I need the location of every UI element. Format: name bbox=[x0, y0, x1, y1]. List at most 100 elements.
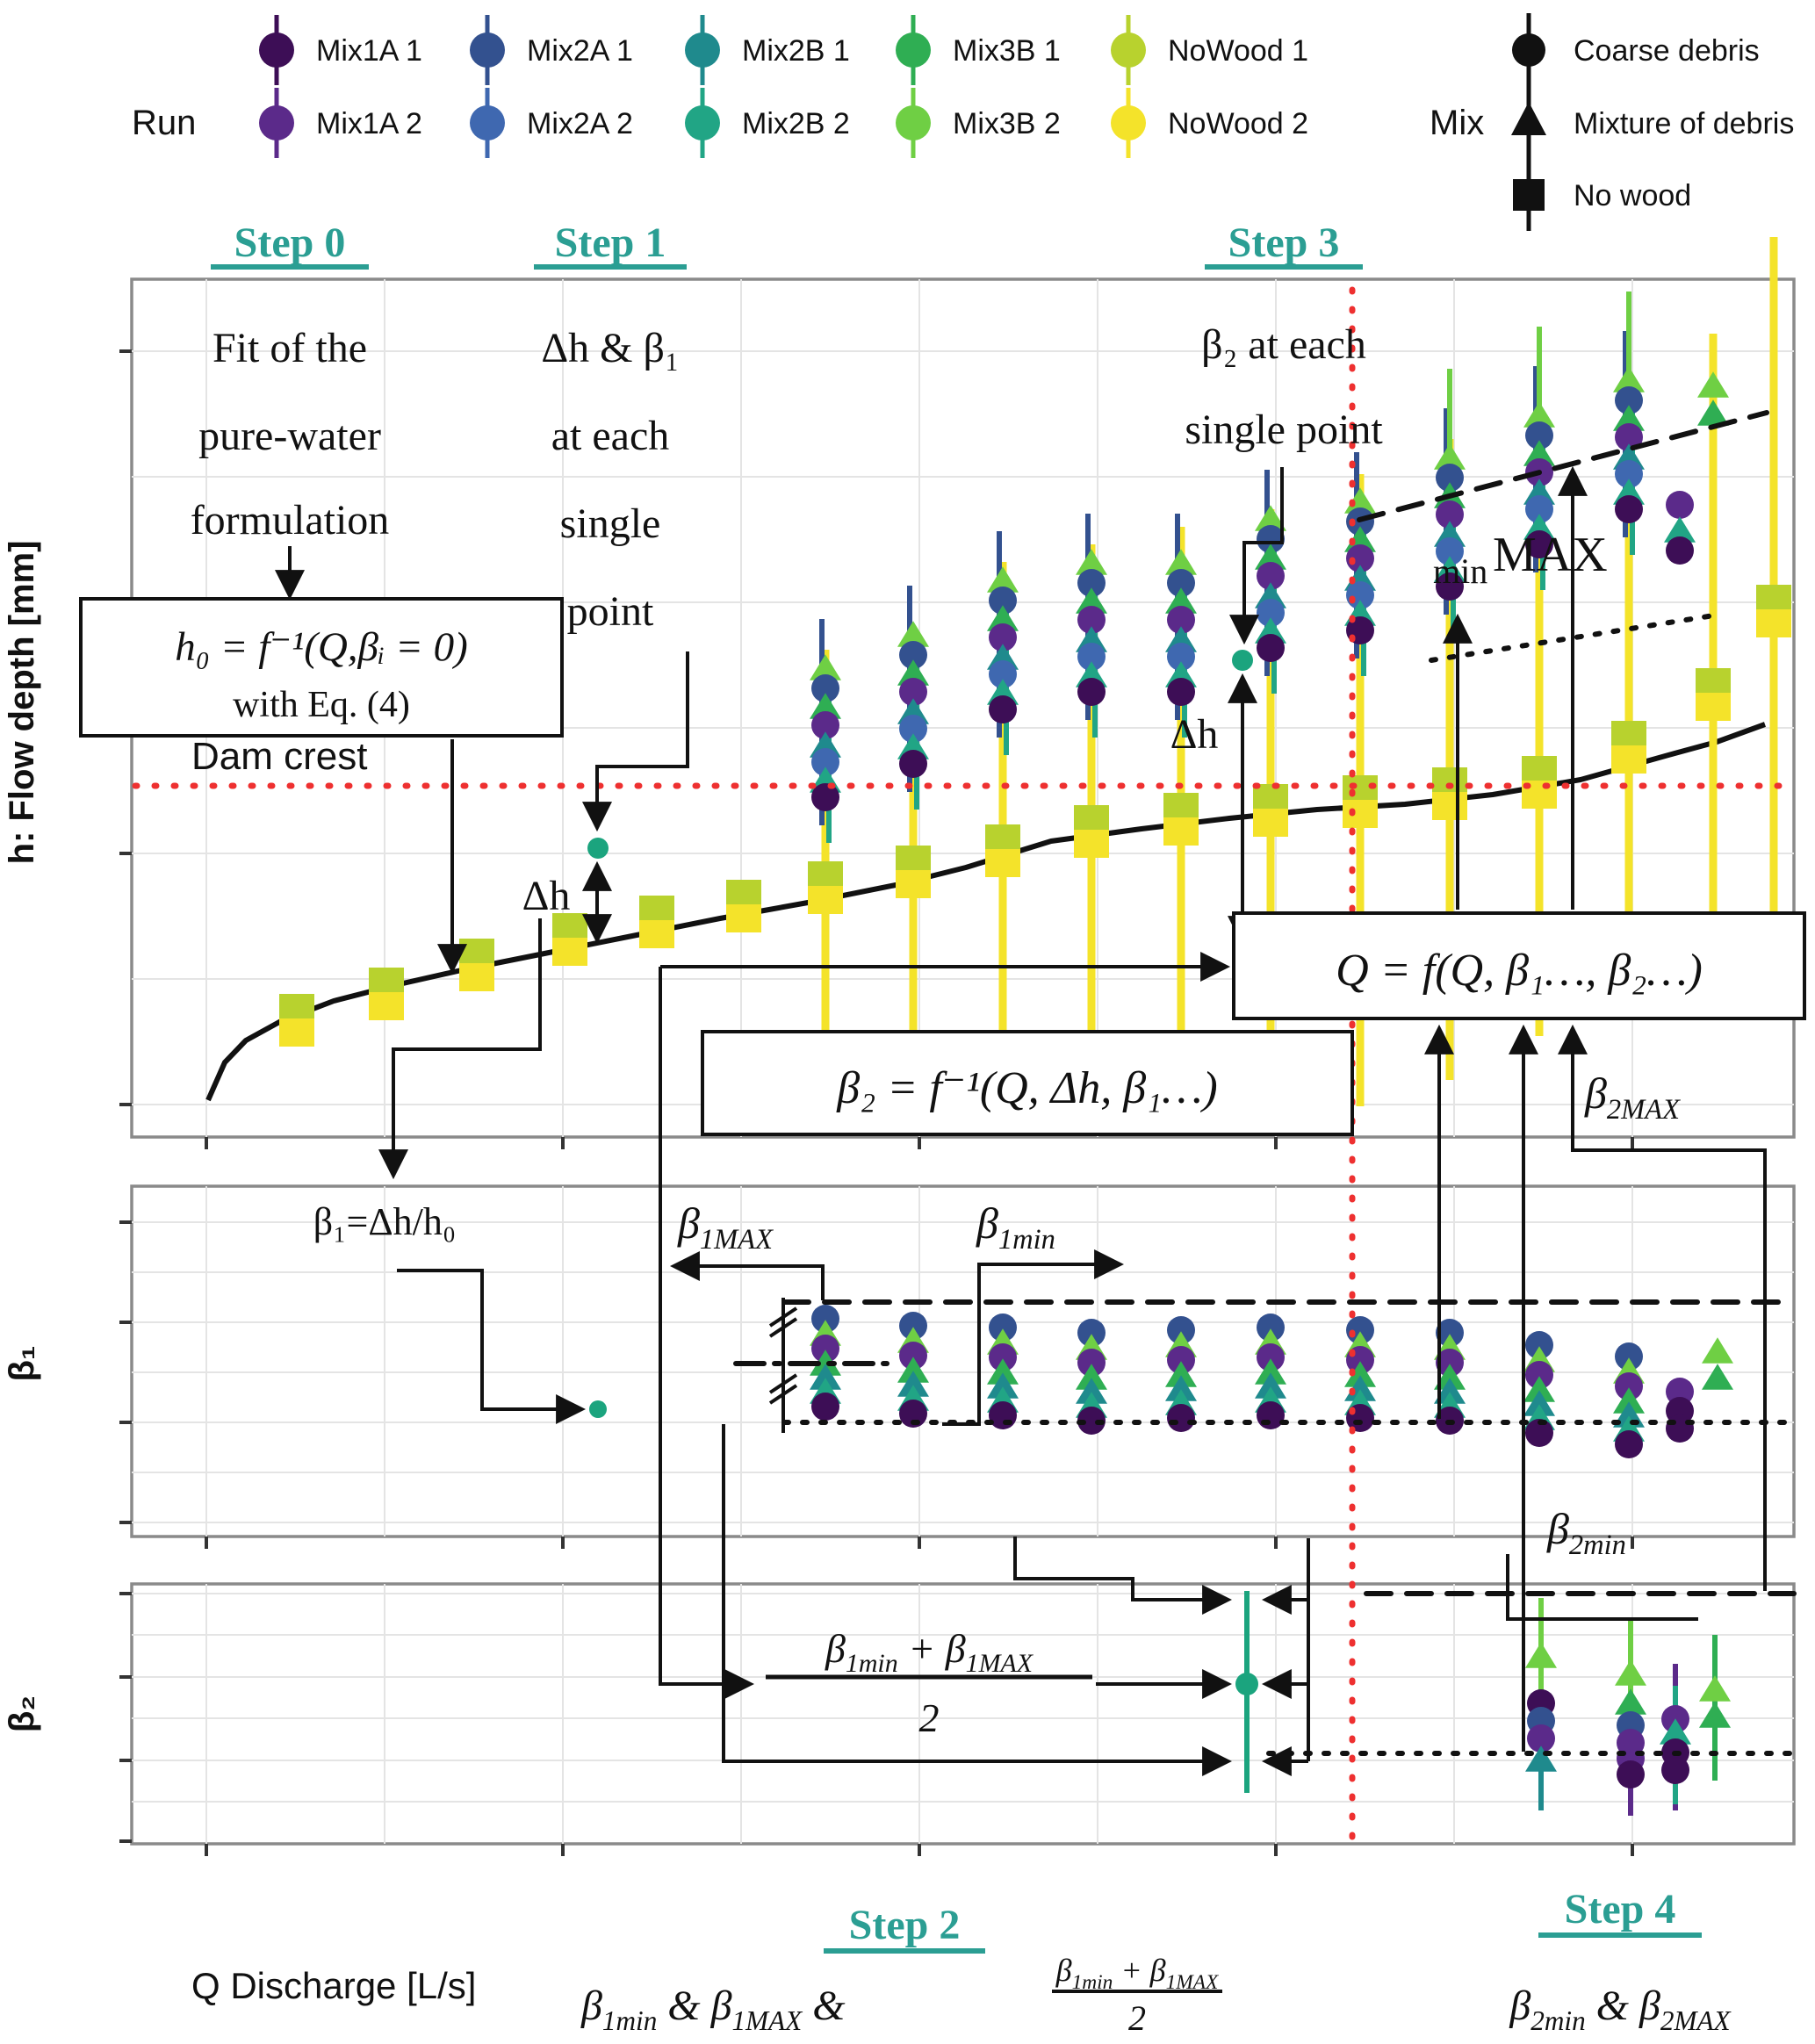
legend-item-mix1a1: Mix1A 1 bbox=[259, 15, 422, 85]
b2-fraction: β1min + β1MAX 2 bbox=[766, 1626, 1092, 1740]
arrow-b1min bbox=[942, 1249, 1125, 1426]
axis-labels: h: Flow depth [mm] β₁ β₂ Q Discharge [L/… bbox=[3, 541, 476, 2006]
step2-formula-frac-den: 2 bbox=[1128, 1998, 1146, 2038]
b2min-label: β2min bbox=[1546, 1504, 1626, 1561]
legend-mix-label: Mix bbox=[1430, 104, 1484, 142]
y-axis-label-b1: β₁ bbox=[3, 1346, 41, 1382]
arrow-b2max-into-qbox bbox=[1558, 1024, 1767, 1591]
legend-label-mix2b1: Mix2B 1 bbox=[742, 34, 850, 68]
y-axis-label-main: h: Flow depth [mm] bbox=[3, 541, 41, 865]
step1-line2: at each bbox=[551, 413, 670, 459]
teal-annotation-dot bbox=[1232, 650, 1253, 671]
legend-marker-nowood2 bbox=[1111, 105, 1146, 140]
step1-line1: Δh & β₁ bbox=[541, 325, 679, 371]
legend-item-mix1a2: Mix1A 2 bbox=[259, 88, 422, 158]
legend-label-mix3b1: Mix3B 1 bbox=[953, 34, 1061, 68]
legend-item-mix3b1: Mix3B 1 bbox=[896, 15, 1061, 85]
panel-b2 bbox=[130, 1582, 1796, 1846]
h0-equation-line2: with Eq. (4) bbox=[233, 685, 410, 725]
legend-item-mix3b2: Mix3B 2 bbox=[896, 88, 1061, 158]
q-equation-box bbox=[1232, 911, 1806, 1020]
legend-marker-mix3b1 bbox=[896, 32, 931, 68]
b2max-label: β2MAX bbox=[1584, 1069, 1681, 1126]
step2-title: Step 2 bbox=[849, 1902, 961, 1948]
dh-label-right: Δh bbox=[1170, 711, 1219, 758]
arrow-feed-top bbox=[1013, 1537, 1233, 1615]
legend: Run Mix1A 1 Mix2A 1 Mix2B 1 Mix3B 1 NoWo… bbox=[132, 13, 1794, 231]
arrow-step3-to-point bbox=[1229, 467, 1284, 645]
legend-label-mix2b2: Mix2B 2 bbox=[742, 107, 850, 140]
legend-label-no-wood: No wood bbox=[1574, 179, 1691, 212]
arrow-step1-to-point bbox=[582, 651, 689, 832]
connector-arrows bbox=[275, 465, 1767, 1776]
no-wood-icon bbox=[1513, 179, 1545, 211]
step4-title: Step 4 bbox=[1565, 1886, 1676, 1932]
legend-label-nowood1: NoWood 1 bbox=[1168, 34, 1308, 68]
legend-item-nowood2: NoWood 2 bbox=[1111, 88, 1308, 158]
step0-line3: formulation bbox=[191, 497, 390, 543]
legend-marker-mix1a1 bbox=[259, 32, 294, 68]
legend-run-label: Run bbox=[132, 104, 196, 142]
plot-annotations: Dam crest Δh Δh MAX min β₁=Δh/h₀ β1MAX β… bbox=[191, 528, 1732, 2038]
b1min-label: β1min bbox=[976, 1198, 1055, 1256]
arrow-b1def-to-point bbox=[397, 1269, 587, 1424]
legend-marker-nowood1 bbox=[1111, 32, 1146, 68]
legend-marker-mix3b2 bbox=[896, 105, 931, 140]
step2-formula-frac-num: β1min + β1MAX bbox=[1055, 1953, 1220, 1994]
step2-formula-base: β1min & β1MAX & bbox=[580, 1983, 846, 2036]
teal-annotation-dot bbox=[587, 838, 609, 859]
step1-line3: single bbox=[560, 500, 661, 547]
arrow-dh-to-b1def bbox=[378, 918, 542, 1180]
b2-fraction-numerator: β1min + β1MAX bbox=[825, 1626, 1034, 1678]
step3-title: Step 3 bbox=[1228, 220, 1340, 266]
step1-line4: point bbox=[567, 588, 654, 635]
legend-shape-mixture: Mixture of debris bbox=[1511, 86, 1794, 160]
b1max-label: β1MAX bbox=[677, 1198, 774, 1256]
legend-marker-mix2b1 bbox=[685, 32, 720, 68]
teal-annotation-dot bbox=[589, 1400, 607, 1418]
step0-title: Step 0 bbox=[234, 220, 346, 266]
x-axis-label: Q Discharge [L/s] bbox=[191, 1965, 476, 2006]
q-equation: Q = f(Q, β₁…, β₂…) bbox=[1336, 946, 1703, 996]
teal-annotation-dot bbox=[1235, 1673, 1258, 1695]
legend-item-mix2b2: Mix2B 2 bbox=[685, 88, 850, 158]
arrow-b1max bbox=[669, 1251, 825, 1300]
trend-dotted bbox=[1429, 612, 1722, 663]
b2-equation-box bbox=[701, 1030, 1354, 1136]
panels bbox=[119, 277, 1796, 1856]
legend-marker-mix2a2 bbox=[470, 105, 505, 140]
min-label: min bbox=[1433, 551, 1487, 591]
dh-label-left: Δh bbox=[522, 873, 571, 919]
legend-shape-coarse: Coarse debris bbox=[1512, 13, 1760, 87]
step2-formula: β1min & β1MAX & β1min + β1MAX 2 bbox=[580, 1953, 1222, 2038]
legend-shape-nowood: No wood bbox=[1513, 159, 1691, 231]
b2-equation: β₂ = f⁻¹(Q, Δh, β₁…) bbox=[836, 1063, 1217, 1113]
coarse-debris-icon bbox=[1512, 33, 1545, 67]
legend-marker-mix2b2 bbox=[685, 105, 720, 140]
equation-boxes: h₀ = f⁻¹(Q,βᵢ = 0) with Eq. (4) Q = f(Q,… bbox=[79, 597, 1806, 1136]
legend-item-nowood1: NoWood 1 bbox=[1111, 15, 1308, 85]
step-annotations: Step 0 Fit of the pure-water formulation… bbox=[191, 220, 1702, 1954]
max-label: MAX bbox=[1493, 528, 1608, 582]
legend-label-mix1a1: Mix1A 1 bbox=[316, 34, 422, 68]
arrow-feed-bottom bbox=[722, 1424, 1233, 1776]
legend-marker-mix2a1 bbox=[470, 32, 505, 68]
legend-label-nowood2: NoWood 2 bbox=[1168, 107, 1308, 140]
step3-line2: single point bbox=[1185, 407, 1383, 453]
legend-item-mix2a1: Mix2A 1 bbox=[470, 15, 633, 85]
legend-label-coarse-debris: Coarse debris bbox=[1574, 34, 1760, 68]
legend-marker-mix1a2 bbox=[259, 105, 294, 140]
mixture-of-debris-icon bbox=[1511, 102, 1546, 135]
step1-title: Step 1 bbox=[555, 220, 666, 266]
step0-line1: Fit of the bbox=[212, 325, 367, 371]
step0-line2: pure-water bbox=[198, 413, 381, 459]
legend-label-mix2a2: Mix2A 2 bbox=[527, 107, 633, 140]
legend-item-mix2b1: Mix2B 1 bbox=[685, 15, 850, 85]
legend-label-mixture-of-debris: Mixture of debris bbox=[1574, 107, 1794, 140]
legend-item-mix2a2: Mix2A 2 bbox=[470, 88, 633, 158]
h0-equation: h₀ = f⁻¹(Q,βᵢ = 0) bbox=[175, 624, 468, 670]
b2min-connector bbox=[1506, 1554, 1698, 1621]
b1-definition: β₁=Δh/h₀ bbox=[313, 1200, 456, 1243]
scatter-data bbox=[279, 237, 1791, 1816]
